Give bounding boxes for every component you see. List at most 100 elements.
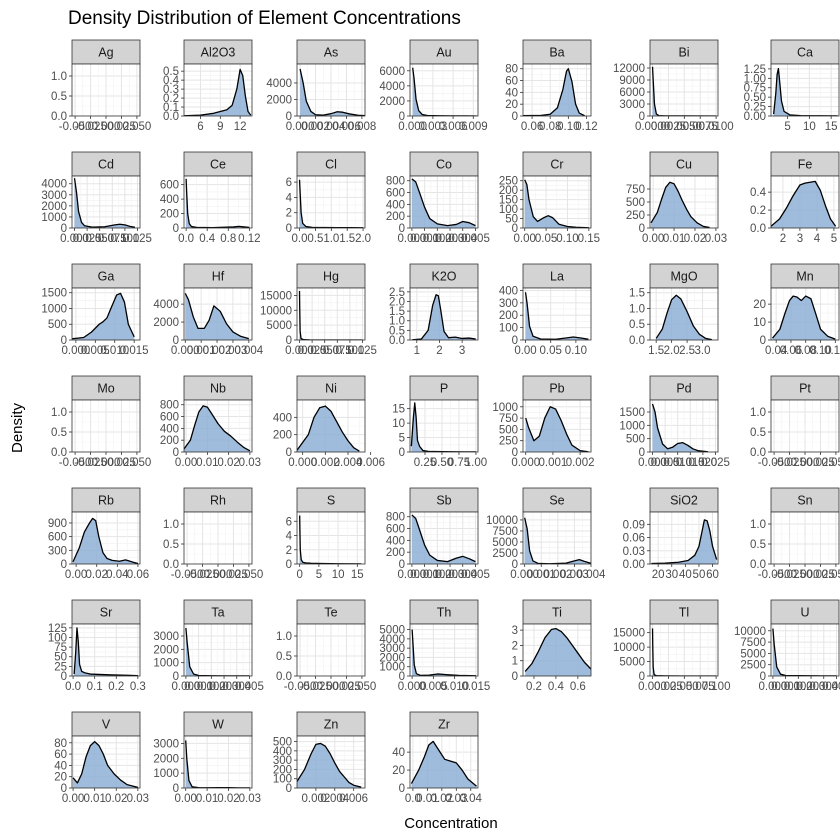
strip-label-ti: Ti — [552, 606, 562, 620]
y-tick-label: 200 — [386, 211, 405, 223]
strip-label-pb: Pb — [549, 382, 564, 396]
y-tick-label: 0 — [286, 783, 292, 795]
y-tick-label: 0 — [173, 447, 179, 459]
density-area-ba — [523, 68, 585, 116]
y-tick-label: 6000 — [619, 87, 645, 99]
y-tick-label: 2000 — [379, 652, 405, 664]
strip-label-nb: Nb — [210, 382, 226, 396]
y-tick-label: 0 — [286, 223, 292, 235]
panel-border-se — [522, 511, 592, 565]
strip-label-ag: Ag — [98, 46, 113, 60]
x-tick-label: 0.02 — [105, 793, 127, 805]
x-tick-label: 0.000 — [171, 345, 200, 357]
x-tick-label: 0.15 — [578, 233, 600, 245]
strip-nb — [183, 375, 253, 401]
strip-label-w: W — [212, 718, 224, 732]
strip-s — [296, 487, 366, 513]
x-tick-label: 0.08 — [795, 345, 817, 357]
x-tick-label: 0.050 — [85, 233, 114, 245]
x-tick-label: 0.000 — [791, 457, 820, 469]
y-tick-label: 0 — [399, 223, 405, 235]
strip-label-k2o: K2O — [431, 270, 456, 284]
y-tick-label: 1000 — [153, 768, 179, 780]
y-tick-label: 500 — [626, 434, 645, 446]
x-tick-label: 0.010 — [100, 345, 129, 357]
y-tick-label: 200 — [160, 435, 179, 447]
strip-label-hg: Hg — [323, 270, 339, 284]
density-line-nb — [184, 405, 251, 452]
density-line-zr — [410, 740, 477, 787]
x-tick-label: 0.020 — [688, 457, 717, 469]
x-tick-label: 0.000 — [791, 569, 820, 581]
panel-border-hg — [296, 287, 366, 341]
x-tick-label: 9 — [217, 121, 223, 133]
x-tick-label: 0.025 — [654, 681, 683, 693]
plot-bg-se — [523, 512, 591, 564]
y-tick-label: 0.0 — [163, 111, 179, 123]
x-tick-label: 0.02 — [217, 457, 239, 469]
y-tick-label: 0 — [639, 111, 645, 123]
x-tick-label: 0.2 — [108, 681, 124, 693]
panel-tl: Tl 0 5000 10000 15000 0.0000.0250.0500.0750.1… — [613, 599, 730, 693]
y-tick-label: 0.00 — [623, 559, 645, 571]
strip-cl — [296, 151, 366, 177]
x-tick-label: 0.000 — [638, 457, 667, 469]
density-line-as — [299, 68, 365, 116]
strip-label-cl: Cl — [325, 158, 337, 172]
x-tick-label: 0.000 — [398, 569, 427, 581]
density-area-pd — [652, 404, 708, 452]
density-area-as — [300, 68, 365, 116]
x-tick-label: 0.0000 — [635, 121, 670, 133]
y-tick-label: 750 — [499, 413, 518, 425]
strip-la — [522, 263, 592, 289]
panel-border-ba — [522, 63, 592, 117]
strip-mn — [770, 263, 840, 289]
y-tick-label: 0 — [512, 671, 518, 683]
density-area-sio2 — [651, 519, 717, 564]
y-tick-label: 600 — [160, 412, 179, 424]
strip-label-la: La — [550, 270, 564, 284]
x-tick-label: 0.001 — [410, 569, 439, 581]
x-tick-label: 0.003 — [436, 569, 465, 581]
x-tick-label: 0.000 — [759, 681, 788, 693]
y-tick-label: 2000 — [153, 753, 179, 765]
y-tick-label: 400 — [273, 412, 292, 424]
x-tick-label: 0.003 — [797, 681, 826, 693]
y-tick-label: 0.75 — [744, 83, 766, 95]
x-tick-label: 0.005 — [81, 345, 110, 357]
x-tick-label: 0.006 — [339, 793, 368, 805]
y-tick-label: 0 — [173, 223, 179, 235]
x-tick-label: 0.075 — [98, 233, 127, 245]
y-tick-label: 60 — [505, 76, 518, 88]
panel-border-la — [522, 287, 592, 341]
y-tick-label: 7500 — [740, 637, 766, 649]
x-tick-label: 60 — [706, 569, 719, 581]
y-tick-label: 0 — [399, 783, 405, 795]
x-tick-label: 0.050 — [348, 681, 377, 693]
y-tick-label: 1000 — [41, 212, 67, 224]
strip-label-fe: Fe — [798, 158, 813, 172]
y-tick-label: 0 — [639, 671, 645, 683]
strip-zr — [409, 711, 479, 737]
strip-ag — [71, 39, 141, 65]
y-tick-label: 400 — [160, 194, 179, 206]
panel-border-p — [409, 399, 479, 453]
y-tick-label: 9000 — [619, 75, 645, 87]
y-tick-label: 1000 — [619, 420, 645, 432]
x-tick-label: 0.05 — [540, 345, 562, 357]
strip-label-s: S — [327, 494, 335, 508]
x-axis-title: Concentration — [404, 815, 497, 832]
y-tick-label: 0 — [173, 783, 179, 795]
y-tick-label: 25 — [54, 661, 67, 673]
x-tick-label: 0.00 — [175, 793, 197, 805]
x-tick-label: 0.000 — [172, 681, 201, 693]
y-tick-label: 0.3 — [163, 84, 179, 96]
density-line-hf — [184, 293, 249, 340]
panel-border-nb — [183, 399, 253, 453]
